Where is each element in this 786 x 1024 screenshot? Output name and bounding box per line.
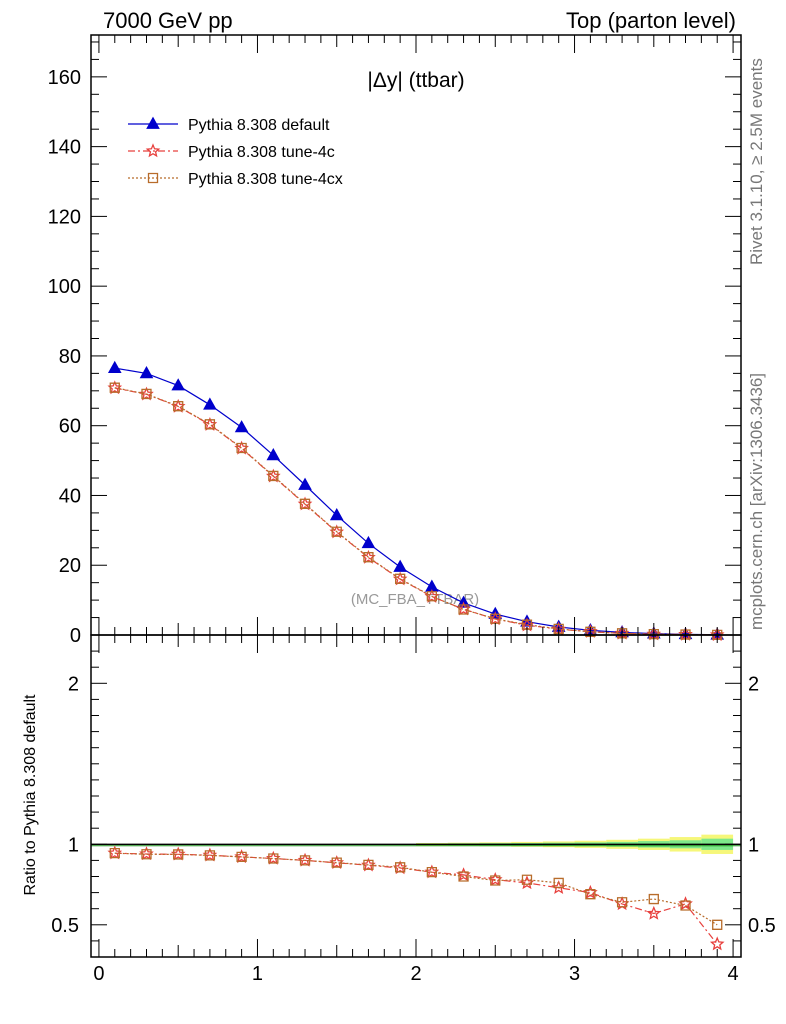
legend-label-0: Pythia 8.308 default	[188, 117, 330, 134]
main-series-2-point	[204, 419, 216, 430]
ratio-series-1-point	[553, 877, 564, 889]
main-series-0-point	[361, 535, 376, 549]
header-left-label: 7000 GeV pp	[103, 8, 233, 33]
ratio-series-1-point	[648, 893, 659, 905]
main-y-tick-label: 40	[59, 485, 81, 507]
ratio-series-1-point	[521, 874, 533, 885]
legend-marker-1	[145, 143, 161, 158]
legend-marker-0	[146, 116, 160, 129]
main-plot-title: |Δy| (ttbar)	[367, 69, 464, 92]
main-y-tick-label: 140	[48, 137, 81, 159]
ratio-y-tick-label-right: 2	[748, 673, 759, 695]
main-series-2-point	[173, 401, 184, 412]
main-y-tick-label: 160	[48, 67, 81, 89]
main-series-0-point	[298, 477, 312, 490]
ratio-series-1-point	[394, 862, 406, 873]
ratio-series-1-point	[141, 849, 152, 860]
main-series-0-point	[203, 397, 217, 410]
ratio-series-1-point	[109, 848, 120, 859]
main-series-0-point	[393, 559, 407, 572]
main-series-2-point	[458, 604, 469, 615]
main-series-2-point	[268, 470, 279, 482]
ratio-x-tick-label: 0	[93, 963, 104, 985]
ratio-series-1-point	[426, 867, 438, 878]
rivet-side-label: Rivet 3.1.10, ≥ 2.5M events	[747, 58, 766, 265]
ratio-series-1-point	[268, 853, 279, 864]
main-series-2-point	[426, 591, 438, 602]
main-series-2-point	[331, 526, 342, 537]
ratio-y-axis-label: Ratio to Pythia 8.308 default	[22, 694, 39, 896]
main-series-0-point	[234, 420, 249, 433]
main-series-0-point	[107, 360, 122, 373]
ratio-series-1-point	[236, 851, 247, 863]
ratio-series-1-point	[299, 855, 311, 866]
legend-label-2: Pythia 8.308 tune-4cx	[188, 171, 343, 188]
ratio-x-tick-label: 1	[252, 963, 263, 985]
main-plot-panel: (MC_FBA_TTBAR) 0 20 40 60 80 100 120 140 160 |Δy…	[48, 34, 742, 647]
main-y-tick-label: 80	[59, 346, 81, 368]
ratio-series-1-point	[712, 919, 723, 930]
ratio-plot-frame	[90, 634, 742, 958]
ratio-y-tick-label: 0.5	[51, 915, 79, 937]
legend-marker-2	[147, 172, 159, 184]
main-series-2-point	[553, 623, 564, 635]
mcplots-side-label: mcplots.cern.ch [arXiv:1306.3436]	[747, 373, 766, 630]
main-series-2-point	[521, 619, 533, 630]
ratio-series-1-point	[490, 875, 501, 886]
main-series-2-point	[490, 613, 501, 624]
main-series-2-point	[141, 388, 152, 400]
ratio-y-tick-label: 1	[68, 834, 79, 856]
ratio-series-1-point	[363, 859, 374, 871]
main-series-2-point	[680, 629, 691, 640]
main-series-2-point	[236, 442, 247, 454]
ratio-y-tick-label-right: 1	[748, 834, 759, 856]
main-series-line-2	[114, 387, 718, 636]
ratio-series-1-point	[458, 871, 469, 882]
ratio-series-line-1	[114, 852, 718, 926]
legend: Pythia 8.308 default Pythia 8.308 tune-4c…	[128, 116, 343, 188]
ratio-y-tick-label: 2	[68, 673, 79, 695]
ratio-series-1-point	[616, 897, 628, 908]
main-series-0-point	[266, 448, 281, 461]
main-series-0-point	[171, 378, 186, 391]
main-series-2-point	[299, 498, 311, 509]
main-series-2-point	[585, 626, 596, 637]
main-series-2-point	[394, 573, 406, 584]
ratio-y-tick-label-right: 0.5	[748, 915, 776, 937]
ratio-plot-panel: 0.5 0.5 1 1 2 2 0 1 2 3 4	[51, 634, 776, 985]
ratio-x-tick-label: 3	[569, 963, 580, 985]
main-y-tick-label: 20	[59, 555, 81, 577]
main-y-tick-label: 120	[48, 206, 81, 228]
main-y-tick-label: 100	[48, 276, 81, 298]
ratio-x-tick-label: 2	[410, 963, 421, 985]
ratio-series-1-point	[204, 850, 216, 861]
ratio-series-1-point	[680, 900, 691, 911]
main-series-0-point	[139, 366, 154, 379]
main-series-0-point	[329, 508, 344, 521]
ratio-series-1-point	[585, 889, 596, 900]
ratio-x-tick-label: 4	[728, 963, 739, 985]
main-series-2-point	[712, 629, 723, 641]
header-right-label: Top (parton level)	[566, 8, 736, 33]
ratio-series-0-point	[646, 905, 662, 920]
main-plot-watermark: (MC_FBA_TTBAR)	[351, 591, 479, 608]
main-y-tick-label: 0	[70, 625, 81, 647]
ratio-series-0-point	[709, 936, 725, 951]
legend-label-1: Pythia 8.308 tune-4c	[188, 144, 335, 161]
ratio-series-1-point	[331, 857, 342, 868]
main-y-tick-label: 60	[59, 416, 81, 438]
main-series-2-point	[109, 382, 120, 393]
ratio-series-1-point	[173, 849, 184, 860]
main-series-2-point	[363, 552, 374, 563]
